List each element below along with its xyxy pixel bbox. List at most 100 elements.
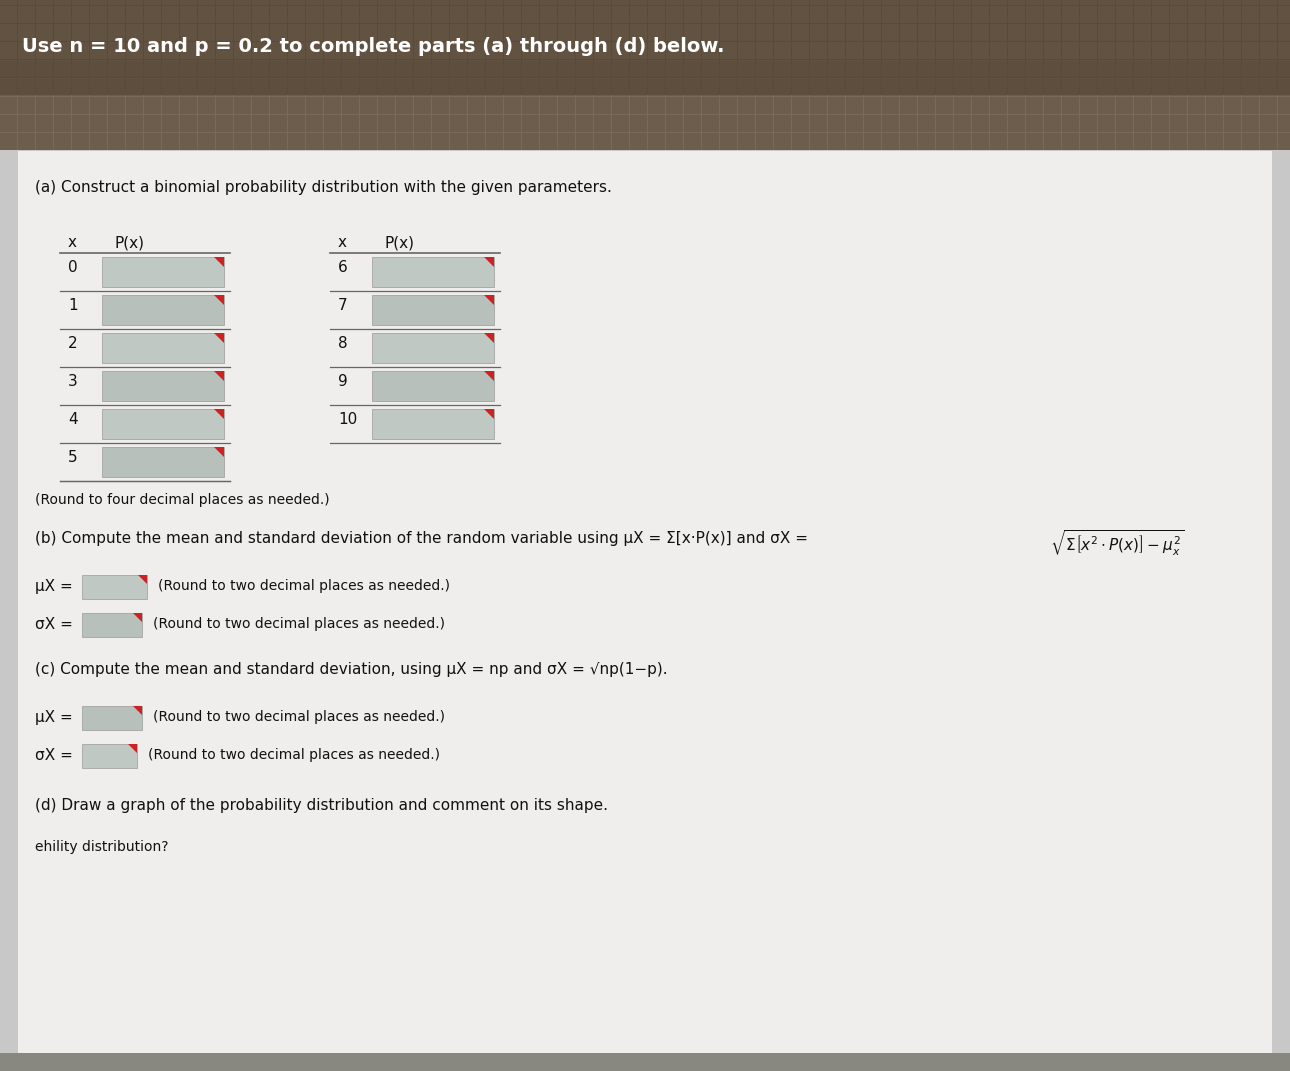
Bar: [1224, 78, 1241, 95]
Bar: [1278, 97, 1290, 114]
Bar: [83, 744, 137, 768]
Bar: [1224, 60, 1241, 77]
Text: (Round to four decimal places as needed.): (Round to four decimal places as needed.…: [35, 493, 330, 507]
Bar: [270, 0, 286, 5]
Bar: [1188, 24, 1205, 41]
Bar: [1242, 78, 1259, 95]
Bar: [126, 0, 143, 5]
Bar: [215, 24, 233, 41]
Polygon shape: [214, 333, 224, 343]
Bar: [648, 79, 666, 96]
Bar: [611, 115, 630, 132]
Bar: [593, 6, 611, 22]
Text: (b) Compute the mean and standard deviation of the random variable using μX = Σ[: (b) Compute the mean and standard deviat…: [35, 531, 808, 546]
Text: 7: 7: [338, 298, 347, 313]
Bar: [144, 78, 161, 95]
Bar: [468, 0, 485, 5]
Polygon shape: [484, 295, 494, 305]
Bar: [720, 97, 737, 114]
Bar: [1062, 42, 1078, 59]
Bar: [792, 133, 809, 150]
Bar: [486, 133, 503, 150]
Bar: [72, 133, 89, 150]
Bar: [774, 61, 791, 78]
Bar: [1116, 0, 1133, 5]
Bar: [504, 42, 521, 59]
Bar: [864, 0, 881, 5]
Bar: [577, 0, 593, 5]
Bar: [559, 115, 575, 132]
Bar: [937, 133, 953, 150]
Bar: [541, 115, 557, 132]
Bar: [1116, 42, 1133, 59]
Bar: [541, 97, 557, 114]
Bar: [522, 60, 539, 77]
Bar: [215, 133, 233, 150]
Bar: [1007, 0, 1026, 5]
Bar: [1242, 133, 1259, 150]
Bar: [306, 133, 322, 150]
Text: P(x): P(x): [384, 235, 415, 250]
Bar: [288, 115, 304, 132]
Bar: [1242, 0, 1259, 5]
Bar: [918, 79, 935, 96]
Bar: [900, 79, 917, 96]
Bar: [270, 61, 286, 78]
Bar: [918, 133, 935, 150]
Bar: [1260, 0, 1277, 5]
Bar: [378, 97, 395, 114]
Bar: [684, 133, 700, 150]
Bar: [144, 79, 161, 96]
Bar: [144, 133, 161, 150]
Bar: [432, 97, 449, 114]
Bar: [648, 133, 666, 150]
Bar: [971, 0, 989, 5]
Bar: [738, 24, 755, 41]
Bar: [360, 78, 377, 95]
Bar: [342, 60, 359, 77]
Bar: [306, 42, 322, 59]
Bar: [233, 6, 252, 22]
Bar: [684, 115, 700, 132]
Bar: [36, 133, 53, 150]
Bar: [1224, 0, 1241, 5]
Bar: [666, 61, 682, 78]
Bar: [450, 42, 467, 59]
Bar: [522, 61, 539, 78]
Bar: [1080, 115, 1096, 132]
Bar: [396, 42, 413, 59]
Bar: [1188, 78, 1205, 95]
Bar: [1278, 79, 1290, 96]
Bar: [181, 60, 197, 77]
Bar: [864, 24, 881, 41]
Text: (Round to two decimal places as needed.): (Round to two decimal places as needed.): [157, 579, 450, 593]
Bar: [72, 97, 89, 114]
Bar: [83, 706, 142, 730]
Bar: [1188, 79, 1205, 96]
Bar: [864, 42, 881, 59]
Bar: [1278, 60, 1290, 77]
Bar: [1206, 115, 1223, 132]
Bar: [306, 60, 322, 77]
Bar: [1206, 60, 1223, 77]
Bar: [54, 78, 71, 95]
Bar: [233, 0, 252, 5]
Bar: [846, 78, 863, 95]
Bar: [1206, 42, 1223, 59]
Bar: [372, 371, 494, 401]
Bar: [882, 78, 899, 95]
Bar: [792, 24, 809, 41]
Bar: [738, 42, 755, 59]
Bar: [54, 0, 71, 5]
Bar: [937, 24, 953, 41]
Bar: [1007, 60, 1026, 77]
Bar: [989, 0, 1007, 5]
Bar: [955, 133, 971, 150]
Bar: [648, 115, 666, 132]
Bar: [522, 115, 539, 132]
Bar: [666, 0, 682, 5]
Bar: [486, 24, 503, 41]
Bar: [163, 133, 179, 150]
Bar: [1026, 79, 1044, 96]
Bar: [792, 97, 809, 114]
